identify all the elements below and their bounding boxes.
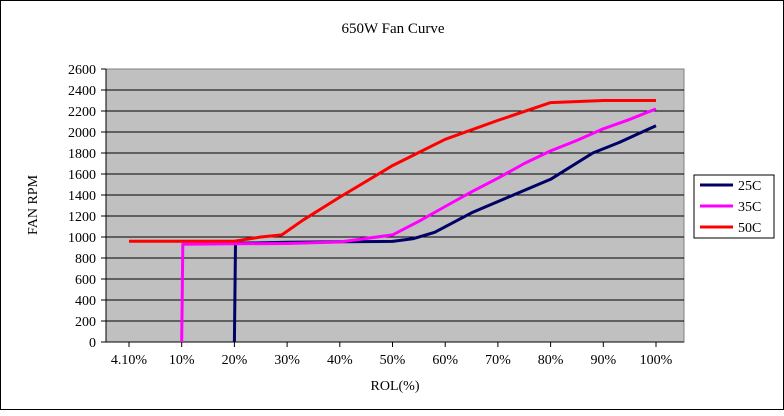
y-tick-label: 1400 — [68, 189, 96, 204]
y-axis-label: FAN RPM — [26, 174, 41, 235]
x-axis-label: ROL(%) — [371, 379, 420, 394]
y-tick-label: 1000 — [68, 231, 96, 246]
x-tick-label: 90% — [590, 353, 616, 368]
x-tick-label: 4.10% — [111, 353, 148, 368]
y-tick-label: 400 — [75, 294, 96, 309]
plot-area — [105, 68, 685, 343]
legend-label: 50C — [738, 221, 761, 236]
y-tick-label: 1600 — [68, 168, 96, 183]
y-tick-label: 600 — [75, 273, 96, 288]
x-tick-label: 20% — [222, 353, 248, 368]
x-tick-label: 100% — [640, 353, 673, 368]
series-line-35C — [180, 107, 657, 343]
x-tick-label: 10% — [169, 353, 195, 368]
y-tick-label: 2000 — [68, 126, 96, 141]
y-tick-label: 1200 — [68, 210, 96, 225]
y-tick-label: 2400 — [68, 84, 96, 99]
chart-title: 650W Fan Curve — [341, 21, 444, 37]
series-line-50C — [129, 99, 656, 243]
y-tick-label: 2200 — [68, 105, 96, 120]
x-tick-label: 60% — [432, 353, 458, 368]
series-lines — [129, 99, 657, 343]
y-tick-label: 2600 — [68, 63, 96, 78]
legend: 25C 35C 50C — [693, 174, 775, 239]
legend-label: 25C — [738, 179, 761, 194]
y-tick-label: 0 — [89, 336, 96, 351]
legend-label: 35C — [738, 200, 761, 215]
y-tick-label: 1800 — [68, 147, 96, 162]
x-tick-label: 70% — [485, 353, 511, 368]
gridlines — [106, 89, 684, 322]
x-tick-label: 40% — [327, 353, 353, 368]
x-tick-label: 30% — [274, 353, 300, 368]
x-axis-ticks: 4.10% 10% 20% 30% 40% 50% 60% 70% 80% 90% 100% — [106, 341, 684, 368]
y-tick-label: 800 — [75, 252, 96, 267]
x-tick-label: 50% — [380, 353, 406, 368]
x-tick-label: 80% — [538, 353, 564, 368]
y-axis-ticks: 0 200 400 600 800 1000 1200 1400 1600 1800 2000 220… — [68, 63, 107, 351]
y-tick-label: 200 — [75, 315, 96, 330]
